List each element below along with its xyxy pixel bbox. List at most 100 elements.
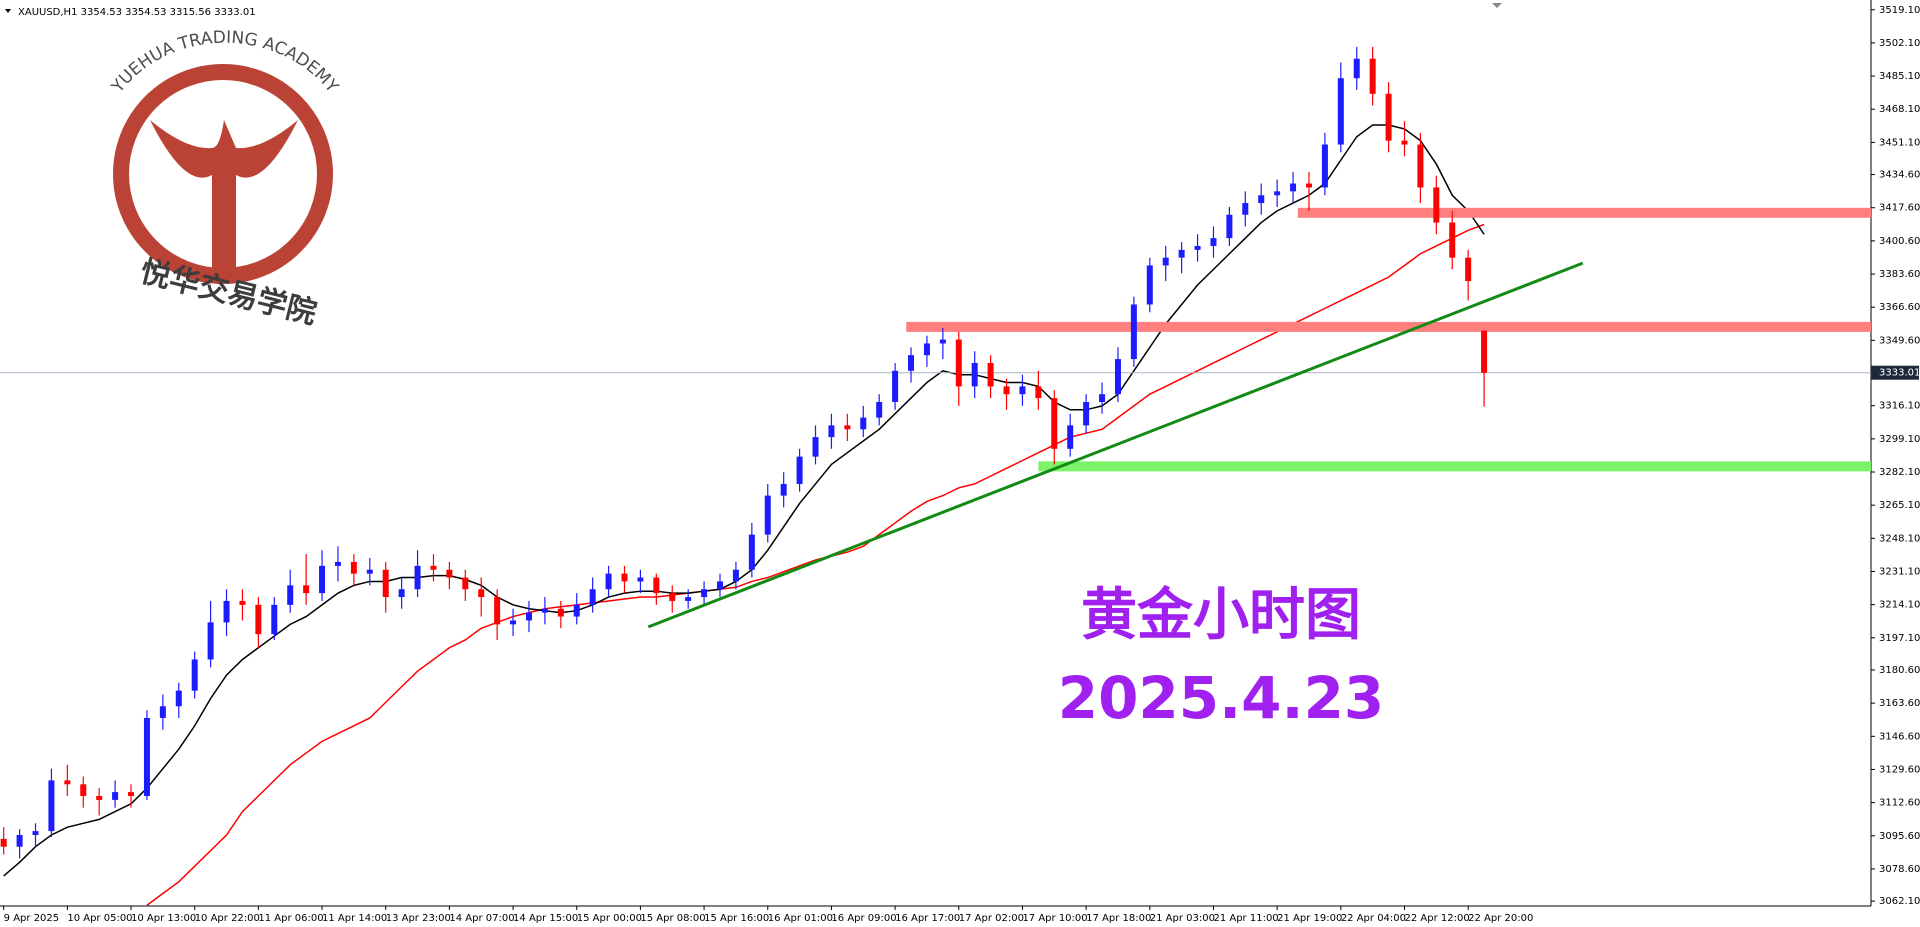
candle-body (80, 784, 87, 796)
x-tick-label: 16 Apr 01:00 (768, 913, 833, 924)
x-tick-label: 15 Apr 08:00 (640, 913, 705, 924)
y-tick-label: 3316.10 (1879, 401, 1920, 412)
y-tick-label: 3078.60 (1879, 864, 1920, 875)
y-tick-label: 3214.10 (1879, 600, 1920, 611)
y-tick-label: 3231.10 (1879, 566, 1920, 577)
candle-body (1162, 257, 1169, 266)
candle-body (1114, 359, 1121, 395)
candle-body (939, 339, 946, 344)
x-tick-label: 10 Apr 13:00 (131, 913, 196, 924)
candle-body (1290, 183, 1297, 192)
x-tick-label: 16 Apr 17:00 (895, 913, 960, 924)
annotation-title: 黄金小时图 (1081, 582, 1361, 648)
candle-body (796, 456, 803, 484)
y-tick-label: 3434.60 (1879, 170, 1920, 181)
candle-body (1003, 386, 1010, 395)
candle-body (1051, 398, 1058, 449)
x-tick-label: 14 Apr 15:00 (513, 913, 578, 924)
candle-body (732, 569, 739, 582)
logo-ring (113, 64, 333, 284)
x-tick-label: 15 Apr 16:00 (704, 913, 769, 924)
moving-average (3, 124, 1485, 877)
candle-body (159, 706, 166, 718)
candle-body (541, 608, 548, 613)
candle-body (717, 581, 723, 590)
candle-body (1210, 238, 1217, 246)
candle-body (96, 795, 103, 800)
logo-mark (150, 120, 298, 275)
candle-body (669, 593, 676, 601)
candle-body (955, 339, 962, 387)
candle-body (971, 362, 978, 387)
y-tick-label: 3485.10 (1879, 71, 1920, 82)
y-tick-label: 3180.60 (1879, 665, 1920, 676)
shift-marker (1492, 3, 1502, 8)
x-tick-label: 22 Apr 20:00 (1468, 913, 1533, 924)
x-tick-label: 22 Apr 12:00 (1404, 913, 1469, 924)
candle-body (382, 569, 389, 598)
candle-body (207, 622, 214, 660)
candle-body (414, 565, 421, 590)
candle-body (366, 569, 373, 574)
candle-body (908, 355, 915, 371)
candle-body (1035, 386, 1042, 399)
candle-body (557, 608, 564, 617)
candle-body (1146, 265, 1153, 305)
candle-body (764, 495, 771, 535)
x-tick-label: 22 Apr 04:00 (1341, 913, 1406, 924)
x-tick-label: 21 Apr 19:00 (1277, 913, 1342, 924)
candle-body (1242, 203, 1249, 215)
level-zone (1297, 207, 1871, 218)
candle-body (1433, 187, 1440, 223)
candle-body (175, 690, 182, 707)
candle-body (350, 561, 357, 574)
y-tick-label: 3062.10 (1879, 896, 1920, 907)
candle-body (1449, 222, 1456, 258)
annotation-date: 2025.4.23 (1058, 664, 1385, 732)
candle-body (1178, 249, 1185, 258)
y-tick-label: 3146.60 (1879, 731, 1920, 742)
candle-body (892, 370, 899, 402)
x-tick-label: 10 Apr 05:00 (67, 913, 132, 924)
candle-body (987, 362, 994, 387)
x-tick-label: 17 Apr 02:00 (959, 913, 1024, 924)
candle-body (191, 659, 198, 691)
candle-body (1401, 140, 1408, 145)
x-tick-label: 14 Apr 07:00 (449, 913, 514, 924)
x-tick-label: 10 Apr 22:00 (195, 913, 260, 924)
y-tick-label: 3383.60 (1879, 269, 1920, 280)
candle-body (1369, 58, 1376, 94)
candle-body (223, 600, 230, 623)
level-zone (1038, 461, 1871, 472)
candle-body (748, 534, 755, 570)
candle-body (287, 585, 294, 605)
y-tick-label: 3299.10 (1879, 434, 1920, 445)
candle-body (573, 604, 580, 617)
candle-body (1321, 144, 1328, 188)
candle-body (1130, 304, 1137, 360)
x-tick-label: 13 Apr 23:00 (386, 913, 451, 924)
x-tick-label: 17 Apr 10:00 (1022, 913, 1087, 924)
level-zone (906, 321, 1871, 332)
y-tick-label: 3095.60 (1879, 831, 1920, 842)
y-tick-label: 3451.10 (1879, 137, 1920, 148)
y-tick-label: 3248.10 (1879, 533, 1920, 544)
candle-body (128, 792, 135, 796)
y-tick-label: 3129.60 (1879, 764, 1920, 775)
candle-body (271, 604, 278, 635)
candle-body (685, 597, 692, 601)
candle-body (1353, 58, 1360, 79)
candle-body (844, 425, 851, 430)
last-price-label: 3333.01 (1879, 368, 1920, 379)
x-tick-label: 9 Apr 2025 (4, 913, 59, 924)
y-tick-label: 3197.10 (1879, 633, 1920, 644)
candle-body (32, 831, 39, 836)
last-price-box (1871, 365, 1919, 380)
candle-body (303, 585, 310, 594)
trendline (647, 261, 1584, 629)
candle-body (525, 612, 532, 621)
y-tick-label: 3519.10 (1879, 5, 1920, 16)
candle-body (637, 577, 644, 582)
candle-body (1274, 191, 1281, 196)
y-tick-label: 3502.10 (1879, 38, 1920, 49)
